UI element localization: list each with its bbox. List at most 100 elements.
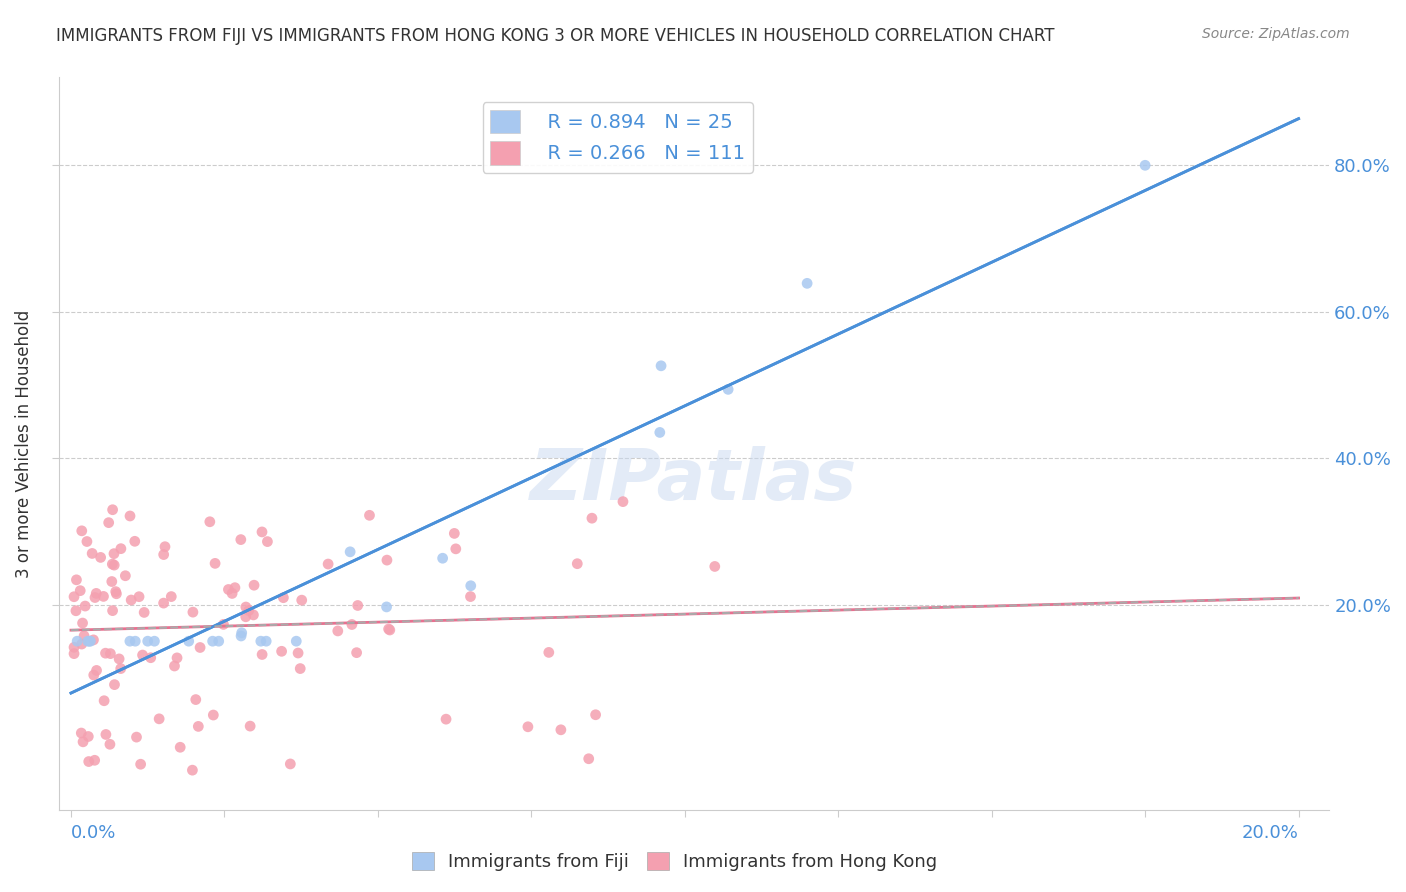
Point xyxy=(129,757,152,772)
Point xyxy=(131,648,153,662)
Point xyxy=(160,590,183,604)
Point xyxy=(98,737,121,751)
Point xyxy=(63,640,86,655)
Point xyxy=(110,541,132,556)
Point xyxy=(443,526,465,541)
Point xyxy=(434,712,457,726)
Point xyxy=(118,508,141,523)
Point xyxy=(239,719,262,733)
Point xyxy=(110,662,132,676)
Point xyxy=(375,553,398,567)
Point xyxy=(359,508,381,523)
Point xyxy=(340,617,363,632)
Point xyxy=(287,646,309,660)
Point xyxy=(76,634,98,648)
Point xyxy=(217,582,239,597)
Point xyxy=(202,708,225,723)
Point xyxy=(83,668,105,682)
Point xyxy=(285,634,308,648)
Point xyxy=(242,607,264,622)
Point xyxy=(377,622,399,636)
Point xyxy=(148,712,170,726)
Point xyxy=(169,740,191,755)
Point xyxy=(177,634,200,648)
Point xyxy=(270,644,292,658)
Point xyxy=(326,624,349,638)
Point xyxy=(82,546,104,560)
Point xyxy=(581,511,603,525)
Point xyxy=(339,545,361,559)
Point xyxy=(77,755,100,769)
Point xyxy=(250,634,273,648)
Point xyxy=(134,606,156,620)
Point xyxy=(201,634,224,648)
Point xyxy=(163,659,186,673)
Point xyxy=(256,534,278,549)
Point xyxy=(104,584,127,599)
Text: Source: ZipAtlas.com: Source: ZipAtlas.com xyxy=(1202,27,1350,41)
Point xyxy=(152,596,174,610)
Point xyxy=(93,590,115,604)
Point xyxy=(93,694,115,708)
Point xyxy=(84,591,107,605)
Point xyxy=(188,640,211,655)
Point xyxy=(65,604,87,618)
Point xyxy=(125,730,148,744)
Point xyxy=(63,647,86,661)
Point xyxy=(70,637,93,651)
Point xyxy=(346,599,368,613)
Point xyxy=(550,723,572,737)
Point xyxy=(79,634,101,648)
Point xyxy=(103,678,125,692)
Point xyxy=(100,647,122,661)
Point xyxy=(460,579,482,593)
Point xyxy=(128,590,150,604)
Point xyxy=(612,494,634,508)
Point xyxy=(221,586,243,600)
Point xyxy=(72,735,94,749)
Point xyxy=(346,646,368,660)
Point xyxy=(375,599,398,614)
Point xyxy=(101,604,124,618)
Point xyxy=(235,609,257,624)
Point xyxy=(567,557,589,571)
Point xyxy=(235,600,257,615)
Point xyxy=(101,574,124,589)
Point xyxy=(796,277,818,291)
Point xyxy=(187,719,209,733)
Point xyxy=(537,645,560,659)
Point xyxy=(94,646,117,660)
Point xyxy=(254,634,277,648)
Point xyxy=(108,652,131,666)
Point xyxy=(238,603,260,617)
Point xyxy=(181,763,204,777)
Text: IMMIGRANTS FROM FIJI VS IMMIGRANTS FROM HONG KONG 3 OR MORE VEHICLES IN HOUSEHOL: IMMIGRANTS FROM FIJI VS IMMIGRANTS FROM … xyxy=(56,27,1054,45)
Point xyxy=(103,558,125,573)
Point xyxy=(291,593,314,607)
Point xyxy=(124,534,146,549)
Point xyxy=(63,590,86,604)
Text: 0.0%: 0.0% xyxy=(70,824,117,842)
Point xyxy=(70,726,93,740)
Point xyxy=(231,625,253,640)
Text: 20.0%: 20.0% xyxy=(1241,824,1299,842)
Point xyxy=(229,533,252,547)
Point xyxy=(83,753,105,767)
Point xyxy=(139,650,162,665)
Point xyxy=(90,550,112,565)
Point xyxy=(82,632,104,647)
Point xyxy=(650,359,672,373)
Point xyxy=(153,540,176,554)
Legend:   R = 0.894   N = 25,   R = 0.266   N = 111: R = 0.894 N = 25, R = 0.266 N = 111 xyxy=(482,102,752,172)
Point xyxy=(250,648,273,662)
Point xyxy=(152,548,174,562)
Point xyxy=(224,581,246,595)
Point xyxy=(516,720,538,734)
Point xyxy=(432,551,454,566)
Point xyxy=(76,534,98,549)
Point xyxy=(105,587,128,601)
Point xyxy=(198,515,221,529)
Point xyxy=(97,516,120,530)
Point xyxy=(229,629,252,643)
Legend: Immigrants from Fiji, Immigrants from Hong Kong: Immigrants from Fiji, Immigrants from Ho… xyxy=(405,845,945,879)
